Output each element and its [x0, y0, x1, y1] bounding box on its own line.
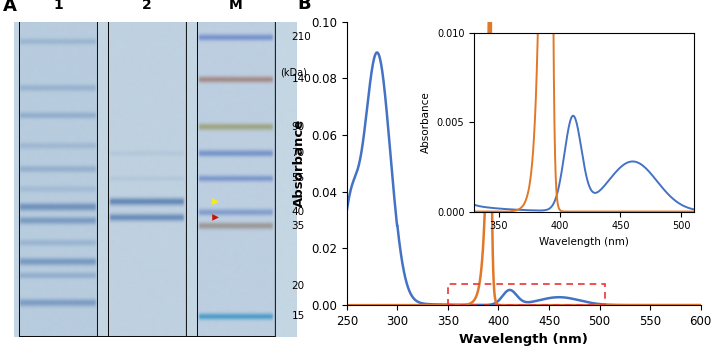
Text: 20: 20	[292, 281, 305, 291]
Text: 35: 35	[292, 221, 305, 231]
Text: 210: 210	[292, 32, 311, 42]
Text: M: M	[229, 0, 242, 12]
Text: 2: 2	[142, 0, 152, 12]
Text: 90: 90	[292, 122, 305, 132]
Text: 15: 15	[292, 311, 305, 321]
Y-axis label: Absorbance: Absorbance	[292, 119, 305, 208]
Text: 55: 55	[292, 173, 305, 183]
Text: 1: 1	[54, 0, 63, 12]
Text: B: B	[297, 0, 311, 13]
Bar	[448, 284, 605, 305]
Text: 70: 70	[292, 148, 305, 158]
Text: 40: 40	[292, 207, 305, 217]
X-axis label: Wavelength (nm): Wavelength (nm)	[459, 334, 588, 346]
Text: 140: 140	[292, 74, 311, 84]
Text: (kDa): (kDa)	[280, 67, 307, 77]
Text: A: A	[3, 0, 17, 15]
